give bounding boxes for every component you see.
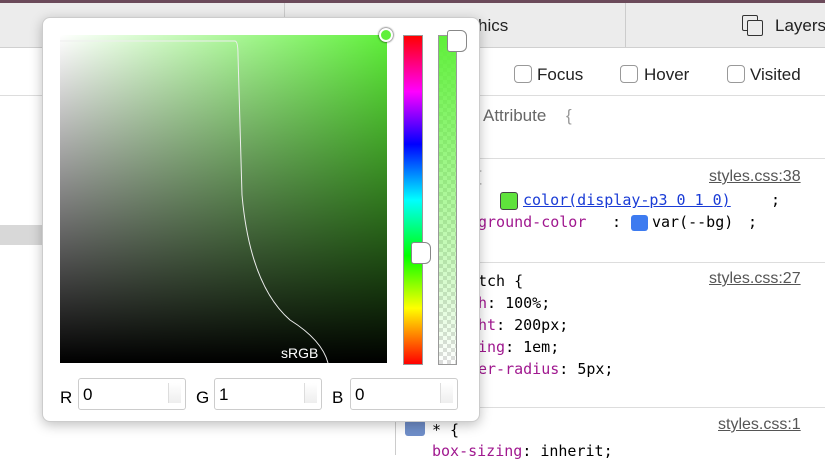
punct: ;: [771, 191, 781, 209]
selector: tch {: [478, 272, 524, 290]
brace: {: [566, 106, 572, 125]
punct: :: [505, 338, 515, 356]
punct: :: [496, 316, 506, 334]
source-link[interactable]: styles.css:27: [709, 270, 801, 287]
tab-layers[interactable]: Layers: [775, 16, 825, 35]
field-label: R: [60, 388, 73, 407]
field-value: 0: [355, 385, 365, 404]
declaration: ht: 200px;: [478, 316, 568, 334]
checkbox[interactable]: [727, 65, 745, 83]
field-value: 0: [83, 385, 93, 404]
punct: :: [487, 294, 497, 312]
variable-icon[interactable]: [631, 215, 648, 231]
alpha-slider[interactable]: [438, 35, 457, 365]
property: ing: [478, 338, 506, 356]
source-link[interactable]: styles.css:38: [709, 168, 801, 185]
checkbox[interactable]: [620, 65, 638, 83]
property: ground-color: [478, 213, 587, 231]
pseudo-label[interactable]: Visited: [750, 65, 801, 84]
separator: [396, 407, 825, 408]
value: inherit: [540, 442, 604, 460]
separator: [396, 158, 825, 159]
stepper[interactable]: [304, 383, 317, 403]
value: 200px: [514, 316, 560, 334]
value: color(display-p3 0 1 0): [523, 191, 731, 209]
hue-slider[interactable]: [403, 35, 423, 365]
punct: ;: [603, 442, 613, 460]
property: box-sizing: [432, 442, 523, 460]
layers-icon: [747, 20, 763, 36]
punct: :: [612, 213, 622, 231]
punct: :: [559, 360, 569, 378]
value: 100%: [505, 294, 542, 312]
alpha-handle[interactable]: [447, 30, 467, 52]
property: h: [478, 294, 488, 312]
pseudo-label[interactable]: Focus: [537, 65, 584, 84]
stepper[interactable]: [440, 383, 453, 403]
pseudo-label[interactable]: Hover: [644, 65, 690, 84]
punct: ;: [604, 360, 614, 378]
checkbox[interactable]: [514, 65, 532, 83]
rule-icon: [405, 420, 425, 436]
tab-divider: [625, 3, 626, 47]
top-edge: [0, 0, 825, 3]
number-field[interactable]: 1: [214, 378, 322, 410]
stepper[interactable]: [168, 383, 181, 403]
tab-graphics[interactable]: hics: [478, 16, 509, 35]
declaration: er-radius: 5px;: [478, 360, 613, 378]
saturation-square[interactable]: [60, 35, 387, 363]
punct: :: [522, 442, 532, 460]
value: var(--bg): [652, 213, 734, 231]
value: 5px: [577, 360, 605, 378]
property: er-radius: [478, 360, 560, 378]
separator: [396, 95, 825, 96]
color-swatch[interactable]: [500, 192, 518, 210]
property: ht: [478, 316, 497, 334]
declaration: h: 100%;: [478, 294, 550, 312]
field-value: 1: [219, 385, 229, 404]
punct: ;: [559, 316, 569, 334]
selector: Attribute: [483, 106, 547, 125]
punct: ;: [550, 338, 560, 356]
hue-handle[interactable]: [411, 242, 431, 264]
picker-handle[interactable]: [379, 28, 393, 42]
punct: ;: [541, 294, 551, 312]
source-link[interactable]: styles.css:1: [718, 416, 801, 433]
declaration: ing: 1em;: [478, 338, 559, 356]
number-field[interactable]: 0: [350, 378, 458, 410]
value: 1em: [523, 338, 551, 356]
separator: [396, 262, 825, 263]
field-label: B: [332, 388, 344, 407]
gamut-boundary: [60, 40, 329, 363]
gamut-label: sRGB: [281, 345, 319, 361]
declaration: box-sizing: inherit;: [432, 442, 613, 460]
field-label: G: [196, 388, 210, 407]
punct: ;: [748, 213, 758, 231]
selector: * {: [432, 421, 460, 439]
number-field[interactable]: 0: [78, 378, 186, 410]
